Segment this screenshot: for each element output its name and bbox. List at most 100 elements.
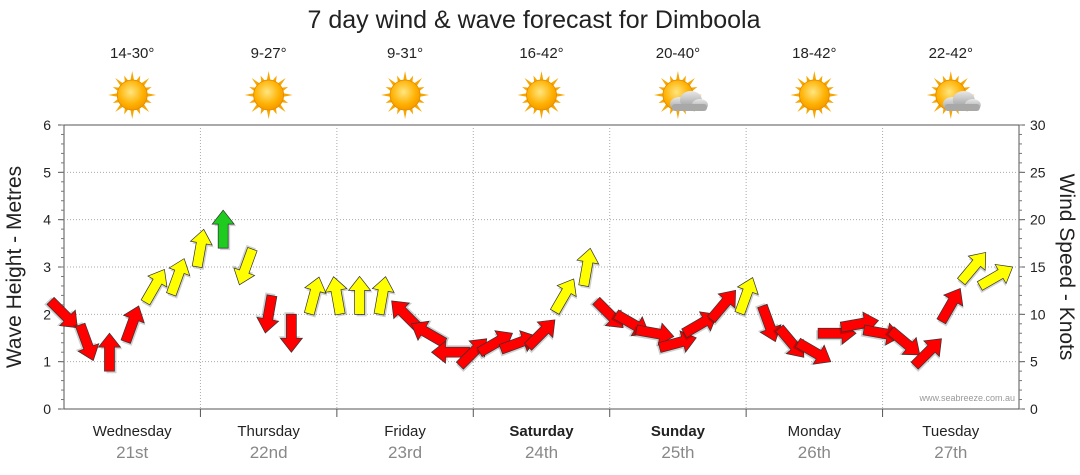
wind-arrow-shape xyxy=(757,303,782,343)
wind-arrow-shape xyxy=(97,332,122,372)
wind-arrow-shape xyxy=(887,326,921,356)
sun-ray xyxy=(385,86,393,91)
sun-ray xyxy=(409,108,414,115)
sun-ray xyxy=(676,71,680,81)
sun-ray xyxy=(658,99,665,104)
y-right-tick-label: 5 xyxy=(1030,354,1038,370)
partly-cloudy-icon xyxy=(926,71,981,119)
sun-ray xyxy=(124,108,129,115)
sun-ray xyxy=(272,75,277,82)
day-name: Sunday xyxy=(651,423,706,440)
sun-ray xyxy=(660,104,669,112)
wind-arrow-shape xyxy=(862,322,902,346)
sun-ray xyxy=(251,78,260,86)
sun-rays xyxy=(381,71,430,119)
sun-ray xyxy=(942,75,947,82)
sun-ray xyxy=(112,99,120,104)
sun-ray xyxy=(963,86,971,91)
sun-ray xyxy=(388,78,396,86)
sun-ray xyxy=(403,109,407,119)
day-date: 26th xyxy=(798,443,831,462)
sun-ray xyxy=(806,75,811,82)
y-left-tick-label: 3 xyxy=(43,259,51,275)
sun-ray xyxy=(145,86,152,91)
wind-arrow xyxy=(576,247,601,289)
y-left-tick-label: 4 xyxy=(43,212,51,228)
sun-ray xyxy=(794,86,802,91)
sun-ray xyxy=(533,108,538,115)
day-name: Friday xyxy=(384,423,426,440)
wind-arrow-shape xyxy=(233,246,258,286)
sun-ray xyxy=(812,71,817,81)
sun-ray xyxy=(653,93,664,97)
wind-arrow xyxy=(255,292,280,334)
y-left-tick-label: 0 xyxy=(43,401,51,417)
sun-disc xyxy=(798,79,830,111)
sun-rays xyxy=(790,71,839,119)
sun-ray xyxy=(812,109,817,119)
sun-ray xyxy=(818,75,823,82)
y-left-tick-label: 5 xyxy=(43,164,51,180)
sun-ray xyxy=(524,104,533,112)
wind-arrow xyxy=(755,303,782,343)
sun-ray xyxy=(385,99,393,104)
sun-ray xyxy=(141,78,150,86)
wind-arrow-shape xyxy=(576,247,600,287)
day-date: 21st xyxy=(116,443,148,462)
sun-ray xyxy=(681,75,686,82)
sun-ray xyxy=(124,75,129,82)
sun-ray xyxy=(414,78,423,86)
temperature-range: 9-27° xyxy=(251,45,287,62)
sun-ray xyxy=(281,86,289,91)
sun-ray xyxy=(277,78,286,86)
sun-ray xyxy=(827,86,834,91)
sun-icon xyxy=(381,71,430,119)
sun-ray xyxy=(414,104,423,112)
sun-ray xyxy=(130,109,135,119)
sun-rays xyxy=(108,71,157,119)
sun-ray xyxy=(690,86,698,91)
wind-arrow xyxy=(189,228,214,270)
sun-ray xyxy=(794,99,802,104)
temperature-range: 18-42° xyxy=(792,45,836,62)
sun-ray xyxy=(933,104,942,112)
day-name: Wednesday xyxy=(93,423,172,440)
sun-ray xyxy=(545,108,550,115)
sun-ray xyxy=(550,104,559,112)
sun-ray xyxy=(550,78,559,86)
sun-ray xyxy=(266,109,271,119)
sun-ray xyxy=(266,71,271,81)
wind-arrow xyxy=(97,332,123,374)
sun-ray xyxy=(827,99,834,104)
day-date: 27th xyxy=(934,443,967,462)
wind-arrow-shape xyxy=(303,276,327,316)
y-left-label: Wave Height - Metres xyxy=(3,166,26,368)
wind-arrow xyxy=(232,244,258,286)
sun-disc xyxy=(526,79,557,111)
wind-arrow-shape xyxy=(549,278,577,315)
sun-ray xyxy=(283,93,293,97)
day-column: Thursday 22nd 9-27° xyxy=(237,45,300,462)
cloud-shape xyxy=(942,91,981,111)
sun-ray xyxy=(381,93,391,97)
wind-arrow xyxy=(166,258,191,299)
sun-ray xyxy=(260,108,265,115)
sun-ray xyxy=(281,99,289,104)
sun-ray xyxy=(948,109,953,119)
y-right-tick-label: 15 xyxy=(1030,259,1046,275)
day-name: Thursday xyxy=(237,423,300,440)
sun-ray xyxy=(554,86,561,91)
wind-arrow xyxy=(524,319,556,354)
sun-ray xyxy=(790,93,800,97)
plot-area: 0 1 2 3 4 5 6 0 5 10 15 20 25 30 xyxy=(43,117,1046,417)
wind-arrow xyxy=(860,322,902,347)
sun-ray xyxy=(403,71,407,81)
wind-arrow xyxy=(936,287,964,327)
sun-ray xyxy=(145,99,152,104)
sun-ray xyxy=(539,71,544,81)
temperature-range: 22-42° xyxy=(929,45,973,62)
day-column: Sunday 25th 20-40° xyxy=(651,45,708,462)
sun-ray xyxy=(926,93,936,97)
sun-ray xyxy=(517,93,527,97)
sun-ray xyxy=(388,104,396,112)
